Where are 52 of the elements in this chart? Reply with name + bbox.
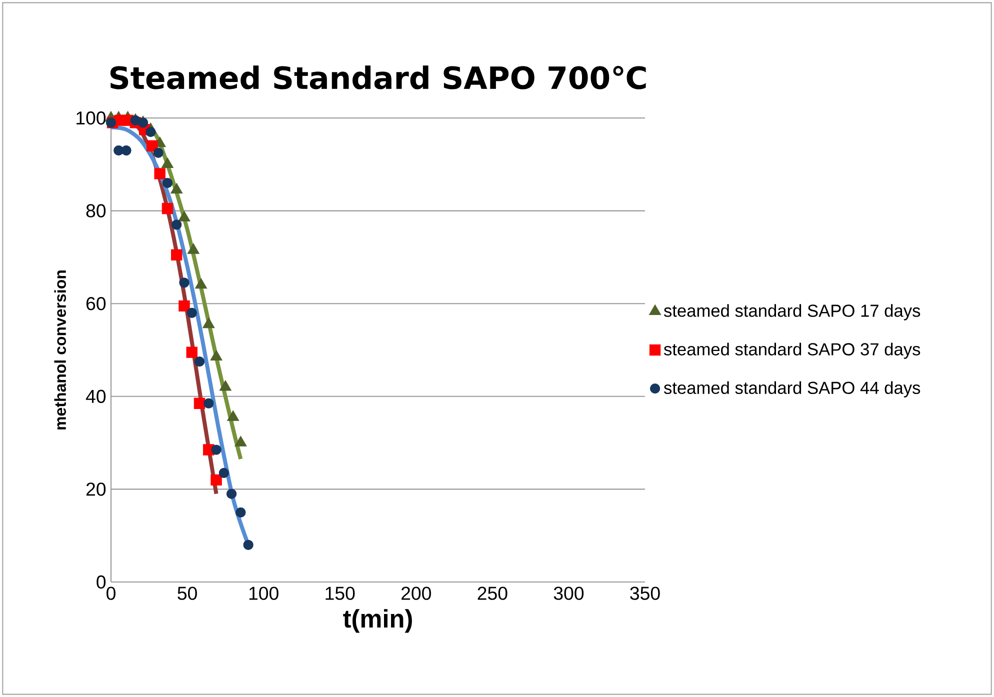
legend-label: steamed standard SAPO 17 days bbox=[664, 304, 920, 320]
point bbox=[202, 318, 215, 328]
x-tick-label: 350 bbox=[630, 586, 660, 600]
x-tick-label: 300 bbox=[554, 586, 584, 600]
point bbox=[161, 157, 174, 168]
point bbox=[210, 350, 222, 361]
point bbox=[210, 474, 222, 486]
y-tick-label: 80 bbox=[86, 204, 106, 218]
point bbox=[186, 308, 197, 318]
legend-label: steamed standard SAPO 37 days bbox=[664, 342, 920, 359]
y-axis-title: methanol conversion bbox=[54, 270, 66, 430]
point bbox=[194, 356, 205, 367]
x-tick-label: 50 bbox=[178, 586, 197, 600]
x-tick-label: 0 bbox=[106, 586, 116, 600]
point bbox=[162, 202, 174, 214]
y-tick-label: 100 bbox=[76, 111, 106, 125]
point bbox=[243, 540, 254, 550]
point bbox=[219, 380, 232, 391]
point bbox=[234, 436, 247, 446]
point bbox=[194, 398, 206, 409]
point bbox=[146, 126, 156, 137]
legend-label: steamed standard SAPO 44 days bbox=[664, 381, 920, 398]
point bbox=[178, 210, 190, 222]
point bbox=[194, 278, 208, 289]
y-tick-label: 20 bbox=[86, 482, 106, 496]
x-tick-label: 250 bbox=[478, 586, 508, 600]
y-tick-label: 40 bbox=[86, 390, 106, 404]
point bbox=[186, 346, 198, 358]
x-tick-label: 100 bbox=[249, 586, 278, 600]
x-axis-title: t(min) bbox=[343, 609, 412, 633]
point bbox=[179, 278, 190, 288]
point bbox=[226, 488, 237, 499]
chart-title: Steamed Standard SAPO 700℃ bbox=[110, 66, 646, 90]
point bbox=[153, 148, 164, 158]
point bbox=[236, 507, 246, 518]
point bbox=[121, 145, 132, 156]
x-tick-label: 200 bbox=[402, 586, 431, 600]
point bbox=[211, 444, 222, 455]
point bbox=[170, 182, 183, 194]
point bbox=[171, 249, 182, 260]
y-tick-label: 60 bbox=[86, 296, 106, 310]
point bbox=[187, 243, 200, 254]
point bbox=[178, 300, 190, 312]
point bbox=[218, 468, 229, 478]
point bbox=[172, 220, 182, 230]
point bbox=[204, 398, 214, 408]
point bbox=[162, 178, 173, 188]
point bbox=[227, 410, 240, 421]
point bbox=[154, 168, 166, 180]
x-tick-label: 150 bbox=[326, 586, 355, 600]
point bbox=[146, 140, 158, 152]
y-tick-label: 0 bbox=[96, 575, 106, 589]
